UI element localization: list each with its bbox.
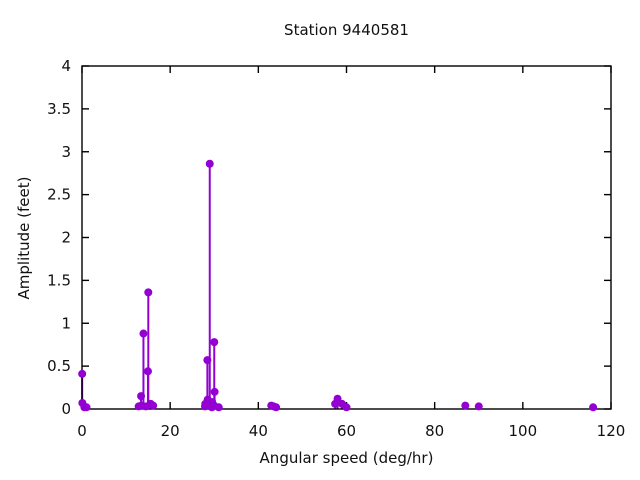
data-point <box>203 356 212 365</box>
data-point <box>78 369 87 378</box>
y-tick-label: 2 <box>61 229 71 247</box>
y-tick-label: 1.5 <box>47 271 71 289</box>
y-tick-label: 3.5 <box>47 100 71 118</box>
data-point <box>461 401 470 410</box>
y-tick-label: 0.5 <box>47 357 71 375</box>
data-point <box>82 403 91 412</box>
x-axis-label: Angular speed (deg/hr) <box>259 449 434 467</box>
data-point <box>210 338 219 347</box>
data-point <box>143 367 152 376</box>
x-tick-label: 120 <box>597 422 626 440</box>
y-tick-label: 0 <box>61 400 71 418</box>
y-tick-label: 3 <box>61 143 71 161</box>
data-point <box>272 403 281 412</box>
data-point <box>589 403 598 412</box>
x-tick-label: 60 <box>337 422 356 440</box>
data-point <box>342 403 351 412</box>
x-tick-label: 0 <box>77 422 87 440</box>
data-point <box>210 387 219 396</box>
x-tick-label: 100 <box>509 422 538 440</box>
y-tick-label: 4 <box>61 57 71 75</box>
data-point <box>474 402 483 411</box>
x-tick-label: 40 <box>249 422 268 440</box>
y-tick-label: 1 <box>61 314 71 332</box>
x-tick-label: 20 <box>161 422 180 440</box>
plot-border <box>81 65 612 410</box>
y-tick-label: 2.5 <box>47 186 71 204</box>
data-point <box>214 403 223 412</box>
data-point <box>144 288 153 297</box>
x-tick-label: 80 <box>425 422 444 440</box>
data-point <box>137 392 146 401</box>
data-point <box>205 159 214 168</box>
data-point <box>139 329 148 338</box>
y-axis-label: Amplitude (feet) <box>15 176 33 300</box>
chart-title: Station 9440581 <box>284 21 409 39</box>
data-point <box>149 401 158 410</box>
